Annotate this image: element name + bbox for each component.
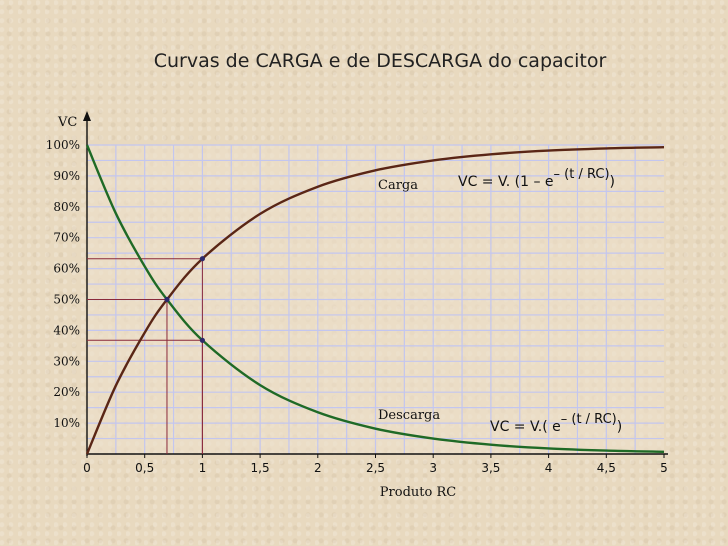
equation-descarga-tail: ) (617, 419, 622, 435)
x-tick-label: 0,5 (135, 461, 154, 475)
equation-carga-tail: ) (610, 174, 615, 190)
y-tick-label: 60% (53, 262, 80, 276)
x-tick-label: 3,5 (481, 461, 500, 475)
y-tick-label: 40% (53, 323, 80, 337)
annotation-point (164, 296, 170, 303)
x-tick-label: 4,5 (597, 461, 616, 475)
chart-series (85, 144, 665, 455)
reference-lines (87, 258, 203, 454)
series-label-carga: Carga (378, 178, 418, 193)
series-line-carga (85, 146, 665, 455)
y-tick-label: 50% (53, 293, 80, 307)
x-tick-label: 3 (429, 461, 437, 475)
y-tick-label: 70% (53, 231, 80, 245)
x-tick-label: 4 (545, 461, 553, 475)
equation-carga-main: VC = V. (1 – e (458, 174, 554, 190)
y-tick-label: 20% (53, 385, 80, 399)
chart-labels: 0 0,5 1 1,5 2 2,5 3 3,5 4 4,5 5 10% 20% 30% 40% 50% 60% 7… (46, 138, 668, 475)
x-tick-label: 5 (660, 461, 668, 475)
x-tick-label: 1 (199, 461, 207, 475)
slide-title: Curvas de CARGA e de DESCARGA do capacit… (153, 50, 607, 72)
y-tick-label: 30% (53, 354, 80, 368)
series-line-descarga (85, 144, 665, 453)
equation-descarga-main: VC = V.( e (490, 419, 561, 435)
y-tick-label: 80% (53, 200, 80, 214)
equation-carga: VC = V. (1 – e– (t / RC)) (458, 167, 615, 190)
y-tick-label: 90% (53, 169, 80, 183)
x-tick-label: 1,5 (251, 461, 270, 475)
chart-axes (83, 111, 668, 458)
y-tick-label: 10% (53, 416, 80, 430)
equation-descarga-exp: – (t / RC) (561, 412, 617, 427)
equation-descarga: VC = V.( e– (t / RC)) (490, 412, 622, 435)
y-tick-label: 100% (46, 138, 80, 152)
series-label-descarga: Descarga (378, 408, 440, 423)
x-axis-label: Produto RC (380, 485, 456, 500)
annotation-point (199, 256, 205, 262)
annotation-point (199, 337, 205, 343)
y-axis-arrow (83, 111, 91, 121)
chart-grid (87, 144, 664, 454)
x-tick-label: 0 (83, 461, 91, 475)
equation-carga-exp: – (t / RC) (554, 167, 610, 182)
x-tick-label: 2 (314, 461, 322, 475)
x-tick-label: 2,5 (366, 461, 385, 475)
y-axis-label: VC (57, 115, 77, 130)
